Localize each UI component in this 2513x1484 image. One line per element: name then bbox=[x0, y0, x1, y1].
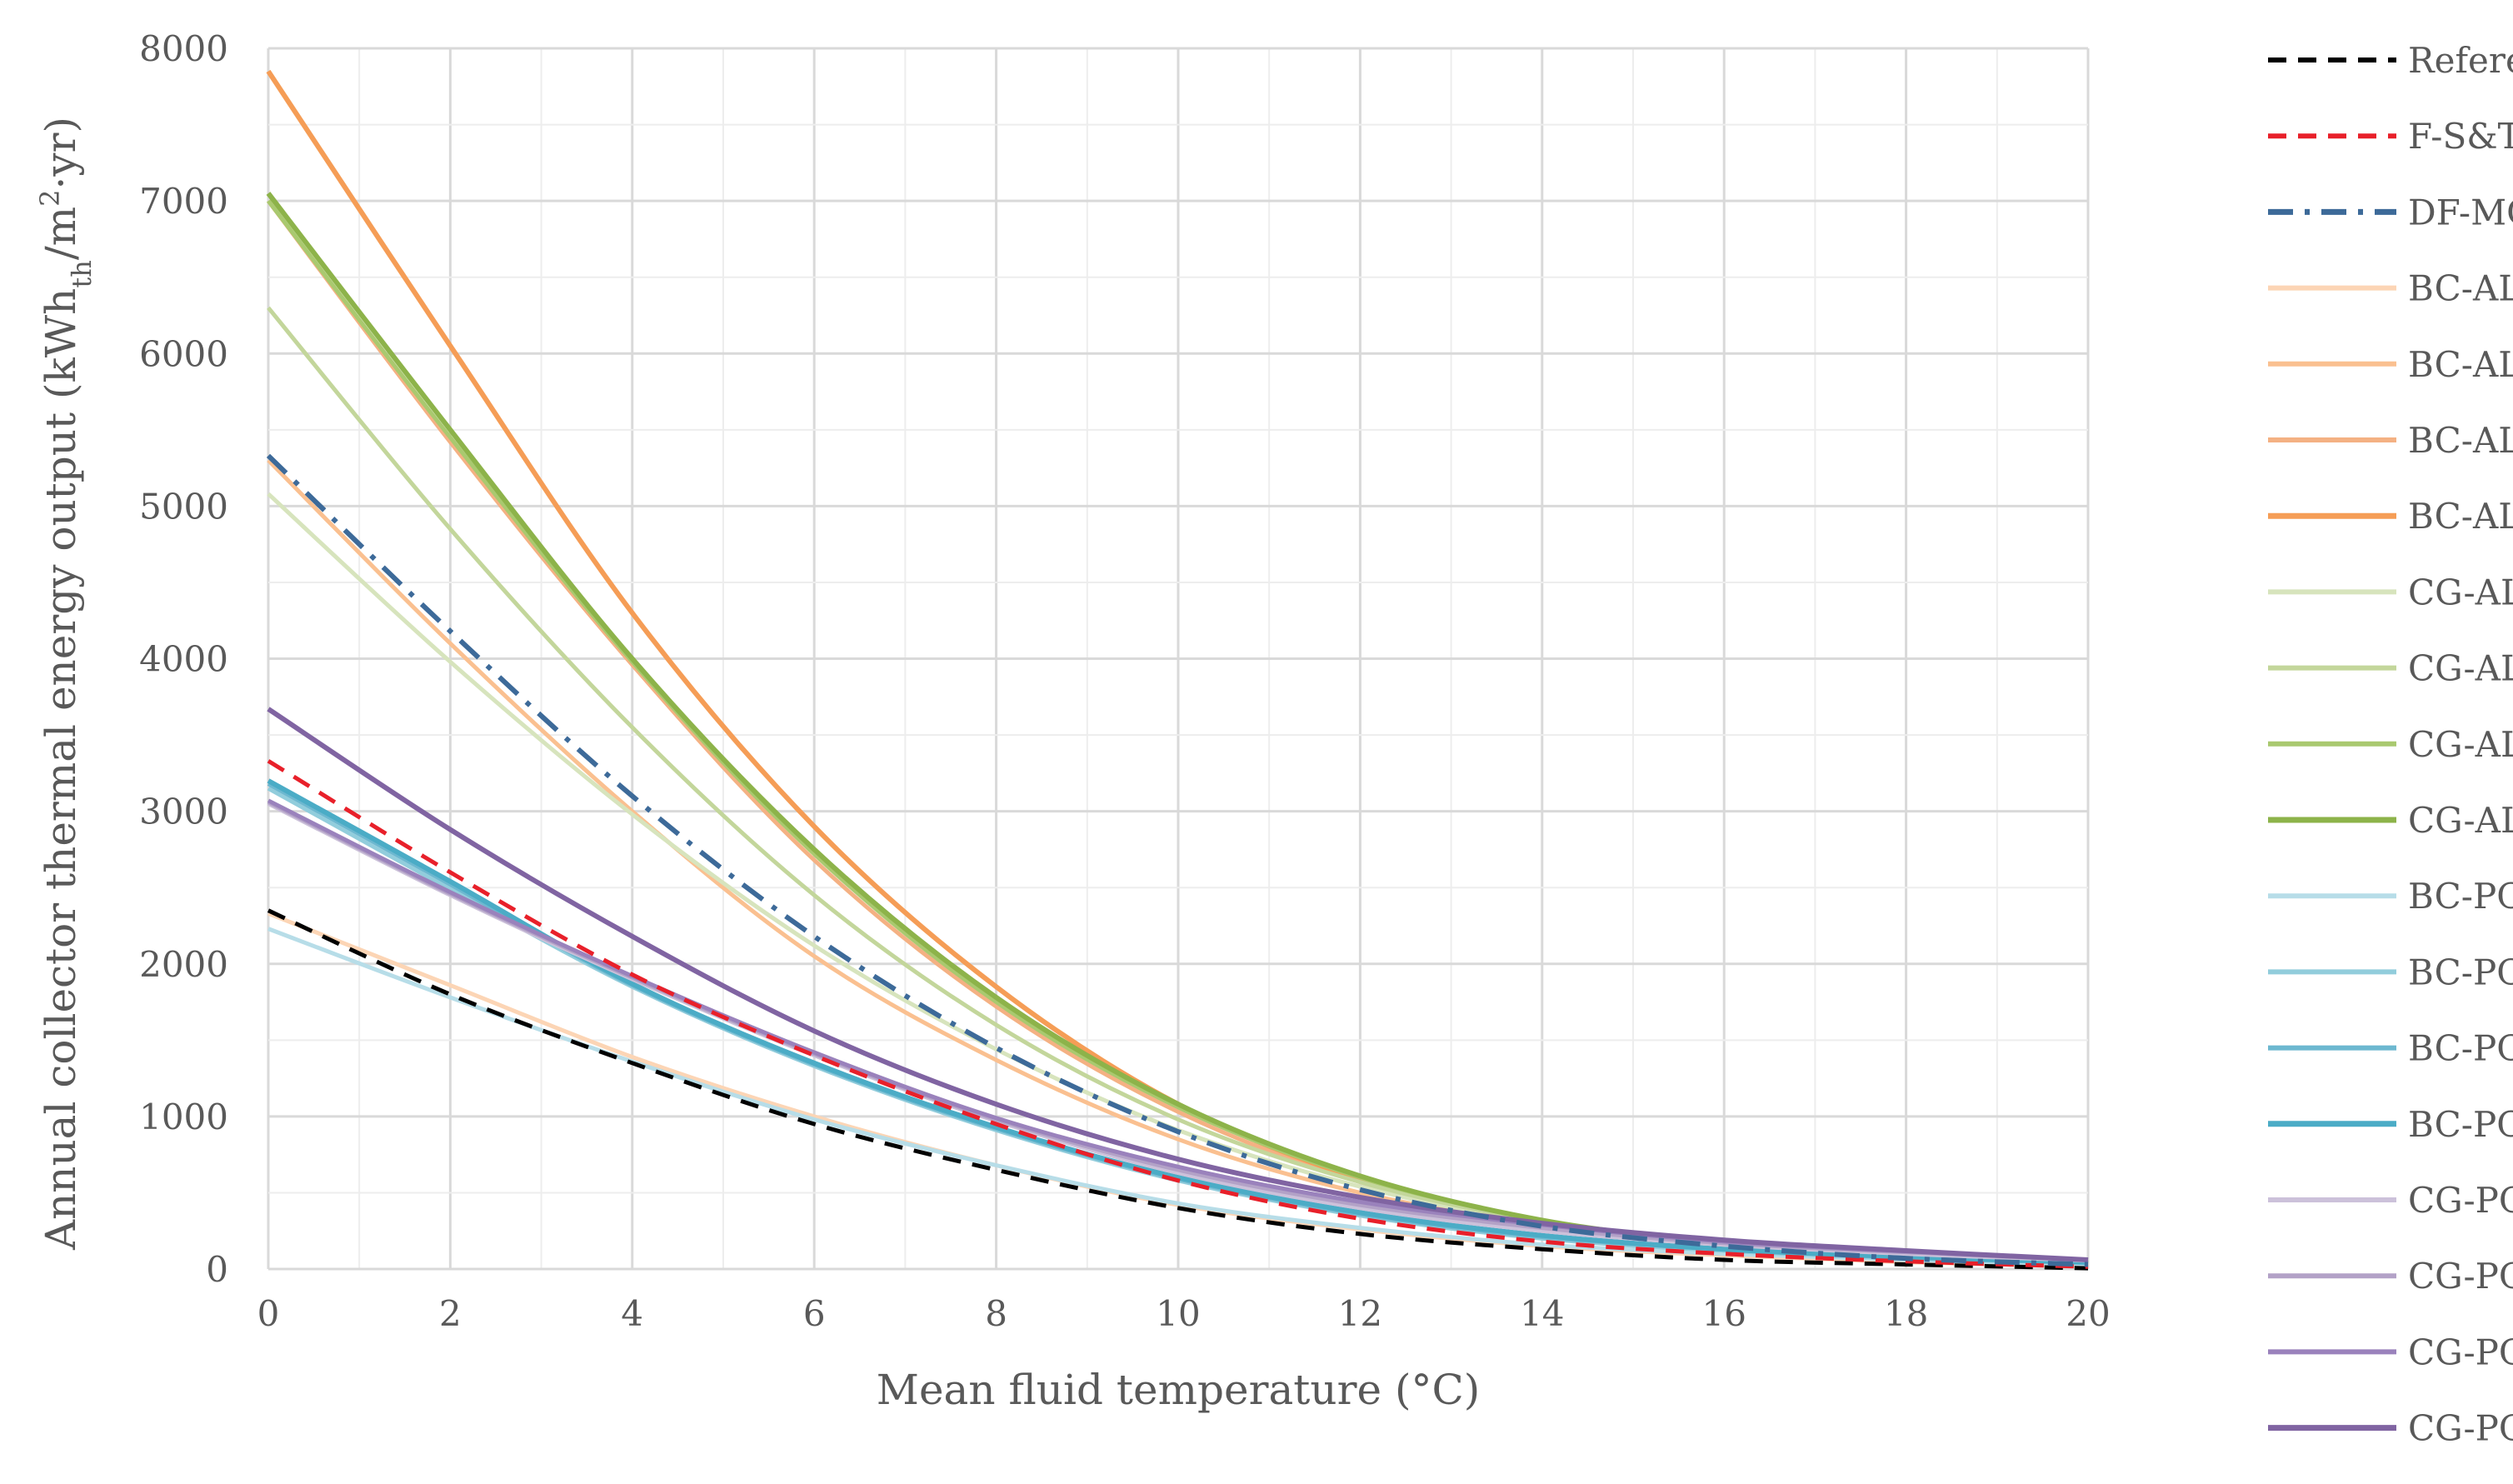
legend-label-bc-pc-30: BC-PC-30 bbox=[2408, 1104, 2513, 1145]
legend-label-cg-pc-10: CG-PC-10 bbox=[2408, 1256, 2513, 1297]
legend-label-bc-pc-10: BC-PC-10 bbox=[2408, 952, 2513, 992]
series-line-df-mc bbox=[266, 453, 2089, 1267]
x-tick-label: 4 bbox=[621, 1293, 643, 1334]
x-tick-label: 16 bbox=[1701, 1293, 1746, 1334]
y-tick-label: 7000 bbox=[139, 181, 228, 222]
y-tick-label: 3000 bbox=[139, 792, 228, 832]
legend-label-cg-al-00: CG-AL-00 bbox=[2408, 572, 2513, 612]
y-tick-label: 8000 bbox=[139, 28, 228, 69]
x-axis-tick-labels: 0 2 4 6 8 10 12 14 16 18 20 bbox=[257, 1293, 2111, 1334]
y-tick-label: 1000 bbox=[139, 1097, 228, 1137]
legend-label-bc-al-10: BC-AL-10 bbox=[2408, 344, 2513, 385]
legend-label-bc-al-30: BC-AL-30 bbox=[2408, 496, 2513, 537]
legend-label-reference: Reference bbox=[2408, 40, 2513, 81]
y-tick-label: 2000 bbox=[139, 944, 228, 985]
y-axis-tick-labels: 0 1000 2000 3000 4000 5000 6000 7000 8000 bbox=[139, 28, 228, 1290]
x-tick-label: 10 bbox=[1156, 1293, 1200, 1334]
x-tick-label: 0 bbox=[257, 1293, 280, 1334]
legend-label-cg-al-10: CG-AL-10 bbox=[2408, 648, 2513, 689]
x-tick-label: 18 bbox=[1884, 1293, 1928, 1334]
series-line-f-s-t bbox=[267, 759, 2089, 1269]
legend-label-bc-pc-00: BC-PC-00 bbox=[2408, 876, 2513, 917]
legend-label-cg-pc-30: CG-PC-30 bbox=[2408, 1408, 2513, 1449]
legend-label-bc-al-20: BC-AL-20 bbox=[2408, 420, 2513, 461]
x-tick-label: 14 bbox=[1520, 1293, 1564, 1334]
x-tick-label: 6 bbox=[803, 1293, 826, 1334]
y-tick-label: 6000 bbox=[139, 333, 228, 374]
x-tick-label: 2 bbox=[439, 1293, 462, 1334]
legend-label-bc-al-00: BC-AL-00 bbox=[2408, 268, 2513, 309]
legend-label-cg-pc-20: CG-PC-20 bbox=[2408, 1332, 2513, 1372]
x-tick-label: 12 bbox=[1338, 1293, 1382, 1334]
legend-label-f-s-t: F-S&T bbox=[2408, 116, 2513, 157]
y-tick-label: 0 bbox=[206, 1249, 228, 1290]
y-tick-label: 5000 bbox=[139, 486, 228, 527]
legend: Reference F-S&T DF-MC BC-AL-00 BC-AL-10 BC-AL… bbox=[2268, 40, 2513, 1449]
legend-label-cg-al-20: CG-AL-20 bbox=[2408, 724, 2513, 765]
y-tick-label: 4000 bbox=[139, 639, 228, 680]
grid bbox=[267, 47, 2090, 1271]
x-tick-label: 20 bbox=[2066, 1293, 2110, 1334]
series-line-reference bbox=[267, 908, 2089, 1271]
legend-label-cg-pc-00: CG-PC-00 bbox=[2408, 1180, 2513, 1221]
legend-label-df-mc: DF-MC bbox=[2408, 192, 2513, 232]
legend-label-cg-al-30: CG-AL-30 bbox=[2408, 800, 2513, 841]
x-axis-title: Mean fluid temperature (°C) bbox=[877, 1366, 1481, 1414]
legend-label-bc-pc-20: BC-PC-20 bbox=[2408, 1028, 2513, 1069]
x-tick-label: 8 bbox=[985, 1293, 1007, 1334]
series-line-cg-pc-30 bbox=[267, 707, 2089, 1262]
y-axis-title: Annual collector thermal energy output (… bbox=[34, 117, 97, 1251]
series-group bbox=[266, 69, 2089, 1271]
